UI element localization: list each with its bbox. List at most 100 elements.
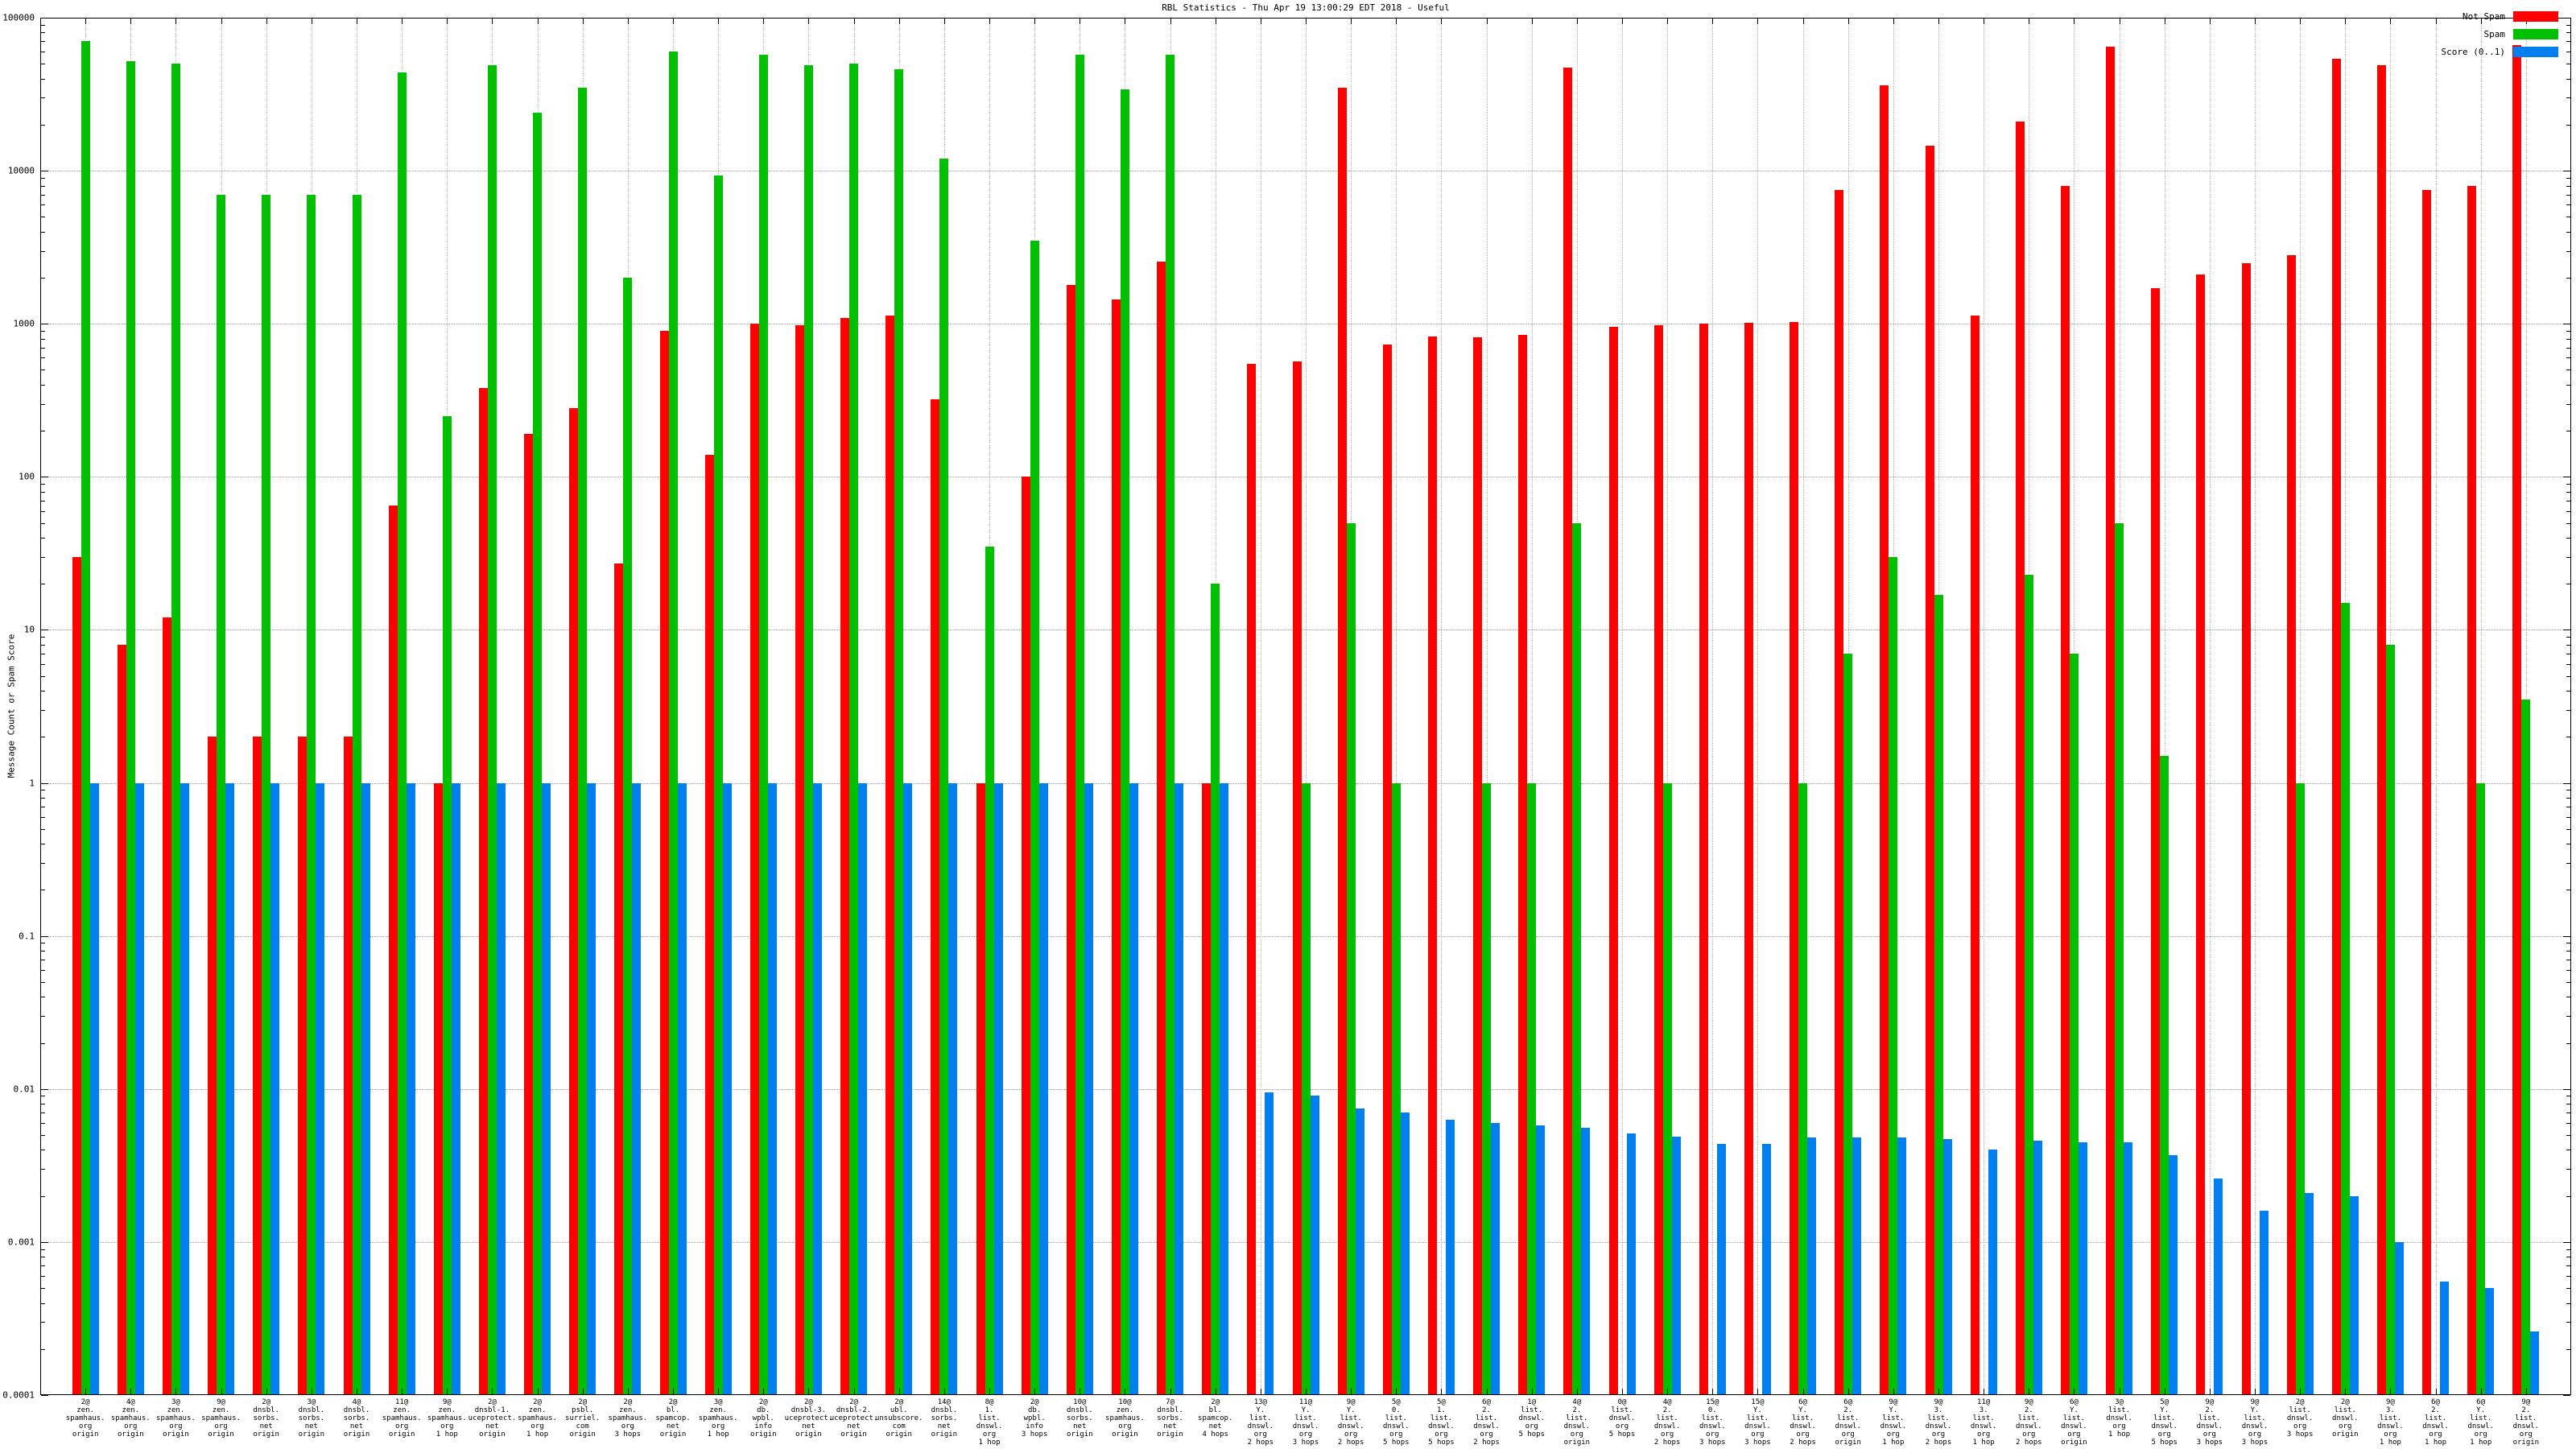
- y-tick-minor: [2566, 675, 2570, 677]
- bar-spam: [1301, 782, 1311, 1394]
- y-tick-minor: [41, 97, 45, 99]
- y-tick-minor: [2566, 1322, 2570, 1323]
- x-tick-label: 9@ zen. spamhaus. org origin: [201, 1398, 241, 1439]
- x-tick-top: [1893, 19, 1894, 24]
- bar-not-spam: [1202, 782, 1212, 1394]
- x-tick-top: [718, 19, 720, 24]
- x-gridline: [1802, 19, 1804, 1394]
- y-tick-major: [2563, 782, 2570, 784]
- bar-not-spam: [1157, 261, 1166, 1394]
- x-tick-label: 2@ dnsbl-2. uceprotect. net origin: [829, 1398, 878, 1439]
- y-tick-minor: [41, 522, 45, 524]
- x-tick-bottom: [763, 1389, 765, 1394]
- y-tick-minor: [41, 204, 45, 206]
- x-tick-bottom: [673, 1389, 674, 1394]
- y-tick-label: 10: [23, 624, 35, 635]
- x-tick-bottom: [2300, 1389, 2301, 1394]
- x-tick-top: [2345, 19, 2347, 24]
- x-tick-bottom: [1622, 1389, 1623, 1394]
- bar-score: [1942, 1139, 1952, 1394]
- x-tick-top: [1667, 19, 1669, 24]
- x-tick-label: 5@ Y. list. dnswl. org 5 hops: [2151, 1398, 2178, 1447]
- x-tick-label: 2@ ubl. unsubscore. com origin: [874, 1398, 923, 1439]
- y-tick-major: [41, 18, 48, 19]
- x-tick-top: [537, 19, 539, 24]
- x-tick-bottom: [2255, 1389, 2256, 1394]
- x-tick-label: 5@ 1. list. dnswl. org 5 hops: [1428, 1398, 1455, 1447]
- bar-not-spam: [1518, 334, 1528, 1394]
- bar-not-spam: [2376, 64, 2386, 1394]
- x-tick-label: 6@ Y. list. dnswl. org origin: [2061, 1398, 2087, 1447]
- x-tick-label: 2@ dnsbl. sorbs. net origin: [253, 1398, 279, 1439]
- y-tick-minor: [41, 797, 45, 799]
- bar-spam: [1482, 782, 1492, 1394]
- y-tick-minor: [2566, 1122, 2570, 1124]
- bar-not-spam: [1247, 363, 1257, 1394]
- bar-score: [225, 782, 235, 1394]
- bar-not-spam: [1111, 299, 1121, 1394]
- bar-not-spam: [931, 399, 940, 1394]
- bar-score: [451, 782, 460, 1394]
- bar-not-spam: [840, 318, 850, 1394]
- x-tick-bottom: [221, 1389, 222, 1394]
- x-tick-top: [2300, 19, 2301, 24]
- x-tick-top: [898, 19, 900, 24]
- bar-score: [2440, 1282, 2450, 1394]
- y-tick-minor: [2566, 969, 2570, 971]
- bar-not-spam: [2151, 288, 2161, 1394]
- bar-not-spam: [72, 556, 81, 1394]
- x-tick-label: 9@ Y. list. dnswl. org 1 hop: [1880, 1398, 1907, 1447]
- x-tick-top: [1306, 19, 1307, 24]
- bar-score: [2530, 1331, 2540, 1394]
- bar-not-spam: [2241, 262, 2251, 1394]
- x-tick-label: 11@ 3. list. dnswl. org 1 hop: [1970, 1398, 1997, 1447]
- x-tick-top: [1847, 19, 1849, 24]
- bar-spam: [1889, 556, 1898, 1394]
- bar-score: [903, 782, 913, 1394]
- legend-swatch-score: [2513, 47, 2558, 57]
- y-tick-minor: [41, 1249, 45, 1250]
- x-tick-label: 3@ zen. spamhaus. org 1 hop: [698, 1398, 738, 1439]
- x-gridline: [1667, 19, 1669, 1394]
- x-tick-label: 2@ bl. spamcop. net 4 hops: [1198, 1398, 1233, 1439]
- x-gridline: [1306, 19, 1307, 1394]
- bar-spam: [1075, 55, 1084, 1394]
- y-tick-minor: [41, 862, 45, 864]
- bar-not-spam: [2015, 121, 2025, 1394]
- bar-score: [1355, 1108, 1364, 1394]
- x-tick-label: 2@ list. dnswl. org 3 hops: [2286, 1398, 2314, 1439]
- legend-swatch-spam: [2513, 29, 2558, 39]
- bar-not-spam: [1563, 68, 1573, 1394]
- x-tick-label: 13@ Y. list. dnswl. org 2 hops: [1247, 1398, 1274, 1447]
- x-tick-label: 6@ Y. list. dnswl. org 2 hops: [1790, 1398, 1816, 1447]
- x-tick-top: [492, 19, 493, 24]
- x-tick-label: 9@ 3. list. dnswl. org 2 hops: [1925, 1398, 1952, 1447]
- bar-score: [1265, 1092, 1274, 1394]
- bar-score: [1536, 1125, 1546, 1394]
- y-tick-minor: [41, 1016, 45, 1018]
- x-tick-label: 10@ zen. spamhaus. org origin: [1105, 1398, 1145, 1439]
- x-tick-label: 9@ 2. list. dnswl. org origin: [2512, 1398, 2540, 1447]
- x-tick-label: 0@ list. dnswl. org 5 hops: [1608, 1398, 1636, 1439]
- y-tick-minor: [41, 24, 45, 26]
- y-tick-minor: [2566, 1302, 2570, 1304]
- x-tick-label: 9@ 2. list. dnswl. org 3 hops: [2196, 1398, 2223, 1447]
- bar-not-spam: [2286, 255, 2296, 1394]
- bar-score: [1716, 1143, 1726, 1394]
- x-tick-bottom: [627, 1389, 629, 1394]
- y-tick-minor: [2566, 556, 2570, 558]
- y-tick-minor: [41, 644, 45, 646]
- bar-spam: [2160, 756, 2169, 1394]
- x-tick-top: [221, 19, 222, 24]
- bar-not-spam: [2196, 274, 2206, 1394]
- y-tick-minor: [2566, 403, 2570, 405]
- x-gridline: [1441, 19, 1443, 1394]
- x-gridline: [1396, 19, 1397, 1394]
- y-tick-minor: [41, 556, 45, 558]
- x-tick-bottom: [85, 1389, 87, 1394]
- y-tick-minor: [2566, 204, 2570, 206]
- x-tick-bottom: [1893, 1389, 1894, 1394]
- bar-spam: [1166, 55, 1175, 1394]
- y-tick-label: 1: [29, 778, 35, 789]
